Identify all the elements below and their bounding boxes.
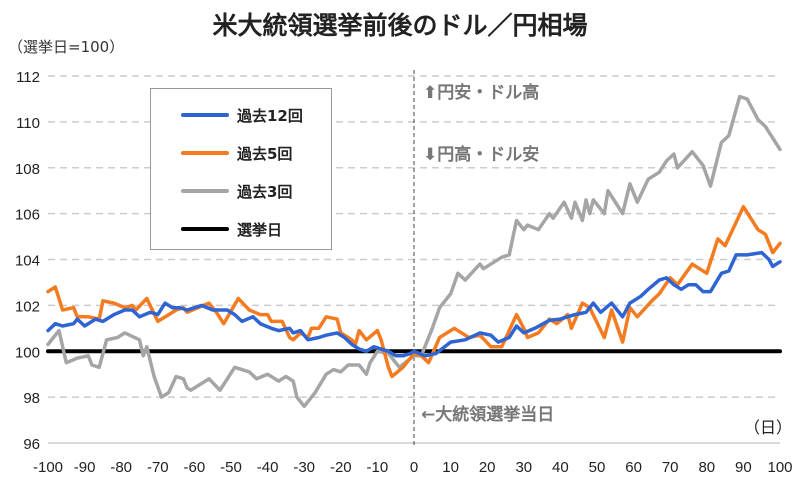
legend-swatch bbox=[181, 189, 229, 193]
legend-swatch bbox=[181, 227, 229, 231]
legend-item: 過去3回 bbox=[181, 181, 292, 201]
legend-item: 過去12回 bbox=[181, 105, 303, 125]
legend-label: 過去5回 bbox=[237, 144, 293, 163]
legend-swatch bbox=[181, 151, 229, 155]
legend-item: 選挙日 bbox=[181, 219, 282, 239]
x-tick-label: -90 bbox=[74, 459, 96, 476]
annotation-yen-weak: ⬆円安・ドル高 bbox=[423, 83, 540, 103]
y-tick-label: 98 bbox=[23, 390, 40, 407]
x-tick-label: 70 bbox=[662, 459, 679, 476]
y-tick-label: 96 bbox=[23, 436, 40, 453]
y-tick-label: 110 bbox=[16, 115, 40, 132]
x-tick-label: -40 bbox=[257, 459, 279, 476]
x-tick-label: 0 bbox=[410, 459, 418, 476]
legend-item: 過去5回 bbox=[181, 143, 292, 163]
x-tick-label: -60 bbox=[184, 459, 206, 476]
y-tick-label: 100 bbox=[15, 344, 40, 361]
x-tick-label: -20 bbox=[330, 459, 352, 476]
x-tick-label: 20 bbox=[479, 459, 496, 476]
x-tick-label: 40 bbox=[552, 459, 569, 476]
y-tick-label: 102 bbox=[15, 298, 40, 315]
x-tick-label: -80 bbox=[110, 459, 132, 476]
x-tick-label: -50 bbox=[220, 459, 242, 476]
x-tick-label: 10 bbox=[442, 459, 459, 476]
y-tick-label: 104 bbox=[15, 253, 40, 270]
legend-label: 過去3回 bbox=[237, 182, 293, 201]
legend-swatch bbox=[181, 113, 229, 117]
chart-title: 米大統領選挙前後のドル／円相場 bbox=[212, 11, 588, 40]
x-tick-label: -70 bbox=[147, 459, 169, 476]
y-tick-label: 106 bbox=[15, 207, 40, 224]
series-line-1 bbox=[46, 204, 782, 379]
x-tick-label: 100 bbox=[767, 459, 792, 476]
y-axis-label: （選挙日=100） bbox=[8, 38, 125, 56]
legend: 過去12回 過去5回 過去3回 選挙日 bbox=[150, 88, 332, 250]
x-tick-label: 90 bbox=[735, 459, 752, 476]
x-tick-label: -30 bbox=[293, 459, 315, 476]
y-tick-label: 112 bbox=[16, 69, 40, 86]
x-tick-label: 50 bbox=[589, 459, 606, 476]
legend-label: 選挙日 bbox=[237, 220, 283, 239]
y-tick-label: 108 bbox=[15, 161, 40, 178]
x-tick-label: -100 bbox=[33, 459, 63, 476]
x-tick-label: 30 bbox=[515, 459, 532, 476]
annotation-yen-strong: ⬇円高・ドル安 bbox=[423, 145, 540, 165]
x-tick-label: 60 bbox=[625, 459, 642, 476]
x-axis-label: （日） bbox=[744, 418, 793, 437]
legend-label: 過去12回 bbox=[237, 106, 303, 125]
x-tick-label: -10 bbox=[367, 459, 389, 476]
annotation-election-day: ←大統領選挙当日 bbox=[421, 405, 555, 425]
x-tick-label: 80 bbox=[698, 459, 715, 476]
series-line-0 bbox=[46, 250, 782, 358]
